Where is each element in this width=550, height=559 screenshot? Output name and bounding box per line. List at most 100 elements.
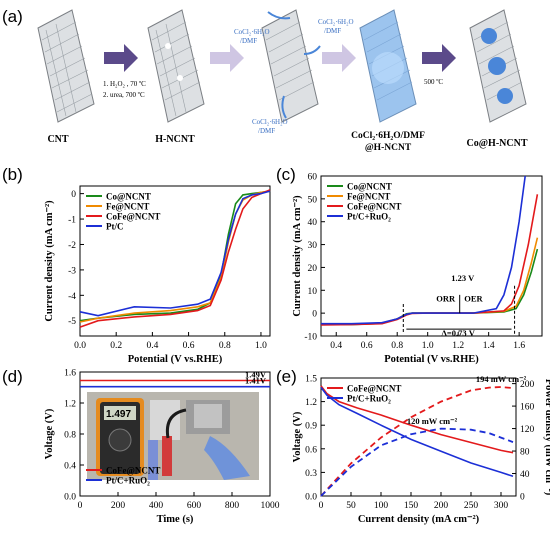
cnt-label: CNT (47, 134, 68, 145)
x-tick-label: 1.0 (255, 341, 267, 351)
y-tick-label: -3 (68, 266, 76, 276)
x-axis-label: Potential (V vs.RHE) (384, 354, 479, 365)
y-tick-label: 0 (71, 190, 76, 200)
plot-frame (320, 377, 517, 497)
annotation-120: 120 mW cm⁻² (407, 416, 458, 426)
annotation-1.23v: 1.23 V (451, 273, 475, 283)
reagent-label-right: CoCl₂·6H₂O/DMF (318, 18, 354, 35)
y-tick-label: 30 (308, 241, 318, 251)
x-tick-label: 0.0 (74, 341, 86, 351)
legend-label: Fe@NCNT (347, 192, 390, 202)
x-tick-label: 150 (404, 501, 419, 511)
step1-text-2: 2. urea, 700 ºC (103, 91, 145, 99)
legend-label: Pt/C+RuO₂ (347, 212, 391, 222)
legend-label: Fe@NCNT (106, 202, 149, 212)
multimeter-photo: 1.497 (87, 392, 259, 480)
h-ncnt-label: H-NCNT (155, 134, 195, 145)
y-tick-label: 20 (308, 264, 318, 274)
annotation-orr: ORR (436, 294, 456, 304)
y-tick-label: 60 (308, 173, 318, 183)
annotation-1.49v: 1.49V (245, 370, 267, 380)
co-particle (488, 57, 506, 75)
svg-text:Co@H-NCNT: Co@H-NCNT (467, 138, 528, 149)
chart-e: 0 50 100 150 200 250 3001.51.20.90.60.30.02001… (292, 374, 550, 525)
y-tick-label-right: 160 (520, 403, 535, 413)
x-tick-label: 0.4 (146, 341, 158, 351)
svg-text:H-NCNT: H-NCNT (155, 134, 195, 145)
svg-text:@H-NCNT: @H-NCNT (365, 143, 412, 153)
x-axis-label: Time (s) (157, 514, 194, 525)
x-axis-label: Potential (V vs.RHE) (128, 354, 223, 365)
co-h-ncnt-label: Co@H-NCNT (467, 138, 528, 149)
y-tick-label: 0.6 (305, 445, 317, 455)
legend-label: Pt/C+RuO₂ (106, 476, 150, 486)
x-tick-label: 300 (494, 501, 509, 511)
co-h-ncnt-tube (469, 9, 527, 123)
x-tick-label: 100 (374, 501, 389, 511)
impregnation-tube (261, 9, 321, 123)
co-particle (497, 88, 513, 104)
panel-d-label: (d) (2, 367, 23, 386)
annotation-oer: OER (464, 294, 483, 304)
chart-d: 1.497 0 200 400 600 800 1000 1.6 1.2 0.8 0.4 0.0 Ti… (44, 369, 280, 526)
y-tick-label: 0.8 (64, 431, 76, 441)
y-tick-label: 1.2 (64, 400, 76, 410)
y-tick-label: -5 (68, 317, 76, 327)
filled-tube (359, 9, 417, 123)
series-line (320, 427, 514, 497)
step-arrow-4 (422, 44, 456, 72)
y-tick-label: 0.0 (64, 493, 76, 503)
reagent-label-bottom: CoCl₂·6H₂O/DMF (252, 118, 288, 135)
y-axis-label: Voltage (V) (44, 408, 55, 459)
step4-temp: 500 ºC (424, 78, 443, 86)
x-tick-label: 200 (111, 501, 126, 511)
legend-label: CoFe@NCNT (106, 466, 160, 476)
x-tick-label: 1.6 (513, 341, 525, 351)
co-particle (481, 28, 497, 44)
plot-frame (320, 175, 543, 337)
step-arrow-2 (210, 44, 244, 72)
x-tick-label: 1.2 (452, 341, 464, 351)
y-tick-label-right: 200 (520, 380, 535, 390)
x-tick-label: 1000 (261, 501, 280, 511)
y-axis-label: Current density (mA cm⁻²) (44, 200, 55, 322)
x-tick-label: 800 (225, 501, 240, 511)
y-tick-label-right: 40 (520, 470, 530, 480)
chart-b: 0.0 0.2 0.4 0.6 0.8 1.0 0 -1 -2 -3 -4 -5 Potential (… (44, 185, 271, 365)
series-line (79, 190, 271, 317)
meter-reading: 1.497 (106, 409, 131, 420)
x-tick-label: 0 (78, 501, 83, 511)
svg-text:CoCl₂·6H₂O/DMF: CoCl₂·6H₂O/DMF (351, 131, 425, 141)
legend-label: CoFe@NCNT (106, 212, 160, 222)
y-tick-label: 10 (308, 287, 318, 297)
x-tick-label: 1.0 (422, 341, 434, 351)
cnt-tube (37, 9, 95, 123)
y-tick-label: -1 (68, 216, 76, 226)
x-axis-label: Current density (mA cm⁻²) (358, 514, 480, 525)
annotation-194: 194 mW cm⁻² (476, 374, 527, 384)
series-line (321, 237, 539, 325)
annotation-delta: Δ=0.73 V (442, 328, 476, 338)
legend-label: CoFe@NCNT (347, 384, 401, 394)
x-tick-label: 0.8 (219, 341, 231, 351)
step-arrow-3 (322, 44, 356, 72)
x-tick-label: 200 (434, 501, 449, 511)
step-arrow (104, 44, 138, 72)
x-tick-label: 0.8 (391, 341, 403, 351)
step1-text-1: 1. H₂O₂ , 70 ºC (103, 80, 146, 88)
y-tick-label: -10 (304, 333, 317, 343)
legend-label: Pt/C (106, 222, 124, 232)
x-tick-label: 1.4 (483, 341, 495, 351)
filled-label: CoCl₂·6H₂O/DMF @H-NCNT (351, 131, 425, 153)
legend-label: Pt/C+RuO₂ (347, 394, 391, 404)
series-line (79, 189, 271, 328)
x-tick-label: 400 (149, 501, 164, 511)
y-tick-label: 0.9 (305, 422, 317, 432)
panel-c-label: (c) (276, 165, 296, 184)
y-tick-label: 0.0 (305, 493, 317, 503)
series-line (320, 386, 514, 497)
y-axis-label: Current density (mA cm⁻²) (292, 195, 303, 317)
plot-frame (79, 185, 271, 337)
legend-label: Co@NCNT (106, 192, 151, 202)
y-tick-label: 0 (312, 310, 317, 320)
